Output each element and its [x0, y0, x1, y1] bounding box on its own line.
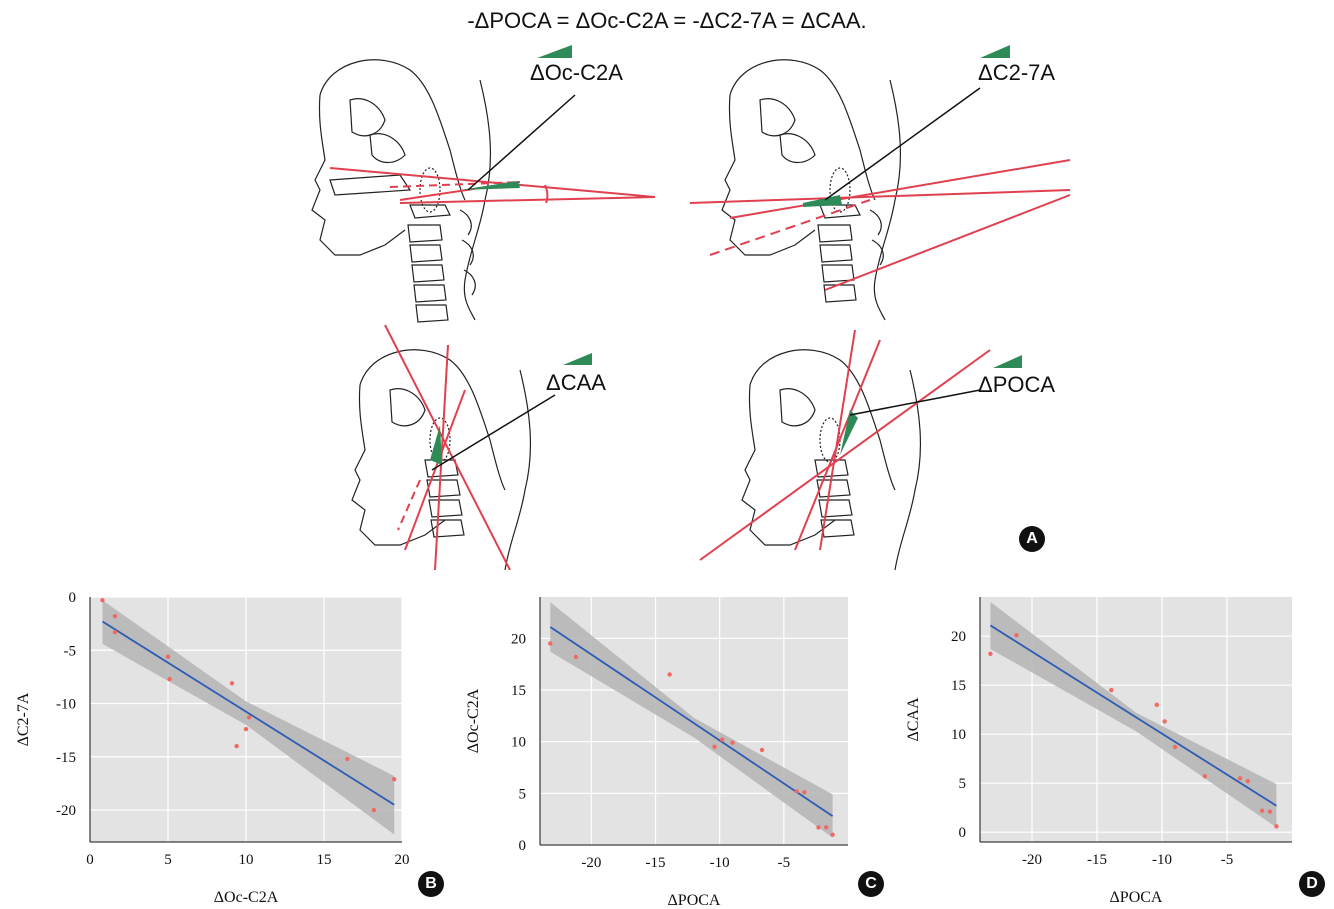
y-axis-label: ΔC2-7A — [15, 692, 32, 746]
data-point — [830, 832, 835, 837]
data-point — [802, 790, 807, 795]
chart-c-dpoca-vs-doc-c2a: -20 -15 -10 -5 0 5 10 15 20 ΔPOCA ΔOc-C2A — [465, 597, 848, 905]
panel-label-d: D — [1299, 871, 1325, 897]
data-point — [1267, 809, 1273, 814]
y-tick-label: 0 — [519, 838, 527, 854]
x-tick-label: 0 — [86, 852, 94, 868]
x-tick-label: -15 — [1087, 852, 1107, 868]
y-tick-label: -5 — [64, 643, 77, 659]
data-point — [345, 756, 350, 762]
data-point — [1237, 776, 1243, 781]
data-point — [759, 747, 765, 753]
regression-line — [102, 620, 395, 806]
data-point — [1162, 719, 1167, 724]
data-point — [1259, 808, 1265, 813]
data-point — [667, 672, 672, 677]
confidence-band — [550, 602, 833, 838]
y-tick-label: 15 — [511, 683, 526, 699]
x-tick-label: -20 — [1022, 852, 1042, 868]
y-tick-label: 10 — [951, 727, 966, 743]
x-tick-label: -5 — [778, 855, 791, 871]
y-tick-label: 0 — [959, 825, 967, 841]
annotation-arrows — [431, 87, 981, 471]
head-outline-top-right — [721, 59, 902, 321]
data-point — [1154, 702, 1159, 707]
data-point — [371, 807, 377, 813]
x-tick-label: 10 — [239, 852, 254, 868]
data-point — [720, 737, 725, 742]
figure-title: -ΔPOCA = ΔOc-C2A = -ΔC2-7A = ΔCAA. — [467, 8, 867, 33]
x-axis-label: ΔOc-C2A — [214, 889, 279, 905]
y-tick-label: 5 — [519, 786, 527, 802]
data-point — [988, 651, 993, 657]
data-point — [1172, 744, 1178, 750]
y-tick-label: -20 — [56, 803, 76, 819]
y-tick-label: 0 — [69, 590, 77, 606]
chart-b-doc-c2a-vs-dc2-7a: 0 5 10 15 20 0 -5 -10 -15 -20 ΔOc-C2A ΔC2-7A — [15, 590, 410, 905]
data-point — [1202, 774, 1208, 779]
panel-a: ΔOc-C2A ΔC2-7A ΔCAA ΔPOCA — [290, 40, 1090, 571]
x-tick-label: 5 — [164, 852, 172, 868]
data-point — [1245, 779, 1250, 784]
y-tick-label: -10 — [56, 697, 76, 713]
data-point — [1014, 633, 1019, 638]
data-point — [167, 676, 172, 682]
data-point — [112, 613, 118, 619]
panel-label-a: A — [1019, 526, 1045, 552]
data-point — [573, 654, 579, 660]
green-wedges — [430, 45, 1022, 465]
data-point — [243, 726, 249, 732]
regression-line — [549, 626, 834, 817]
data-point — [794, 789, 799, 794]
data-point — [548, 641, 553, 646]
data-point — [246, 715, 252, 720]
data-point — [816, 825, 821, 830]
data-point — [234, 743, 239, 749]
panel-label-b: B — [418, 871, 444, 897]
x-tick-label: -15 — [646, 855, 666, 871]
annotation-dcaa: ΔCAA — [546, 370, 606, 395]
x-tick-label: -20 — [581, 855, 601, 871]
data-point — [229, 681, 235, 686]
x-tick-label: -5 — [1221, 852, 1234, 868]
y-axis-label: ΔCAA — [905, 697, 922, 742]
x-tick-label: 20 — [395, 852, 410, 868]
annotation-doc-c2a: ΔOc-C2A — [530, 60, 623, 85]
y-axis-label: ΔOc-C2A — [465, 688, 482, 753]
data-point — [730, 740, 735, 745]
data-point — [1274, 824, 1279, 829]
y-tick-label: -15 — [56, 750, 76, 766]
x-tick-label: -10 — [1152, 852, 1172, 868]
head-outline-top-left — [311, 59, 492, 323]
data-point — [823, 825, 829, 830]
x-tick-label: 15 — [317, 852, 332, 868]
annotation-dc2-7a: ΔC2-7A — [978, 60, 1056, 85]
data-point — [712, 744, 717, 750]
data-point — [100, 597, 105, 603]
chart-d-dpoca-vs-dcaa: -20 -15 -10 -5 0 5 10 15 20 ΔPOCA ΔCAA — [905, 597, 1292, 905]
y-tick-label: 20 — [951, 629, 966, 645]
radiograph-illustrations — [311, 45, 1071, 571]
y-tick-label: 20 — [511, 631, 526, 647]
data-point — [1109, 687, 1114, 693]
x-tick-label: -10 — [710, 855, 730, 871]
x-axis-label: ΔPOCA — [668, 892, 721, 905]
annotation-dpoca: ΔPOCA — [978, 372, 1056, 397]
data-point — [165, 654, 171, 659]
data-point — [112, 629, 118, 635]
x-axis-label: ΔPOCA — [1110, 889, 1163, 905]
y-tick-label: 5 — [959, 776, 967, 792]
y-tick-label: 15 — [951, 678, 966, 694]
regression-line — [989, 624, 1277, 807]
angle-lines — [329, 159, 1071, 571]
data-point — [392, 776, 397, 782]
y-tick-label: 10 — [511, 735, 526, 751]
panel-label-c: C — [858, 871, 884, 897]
